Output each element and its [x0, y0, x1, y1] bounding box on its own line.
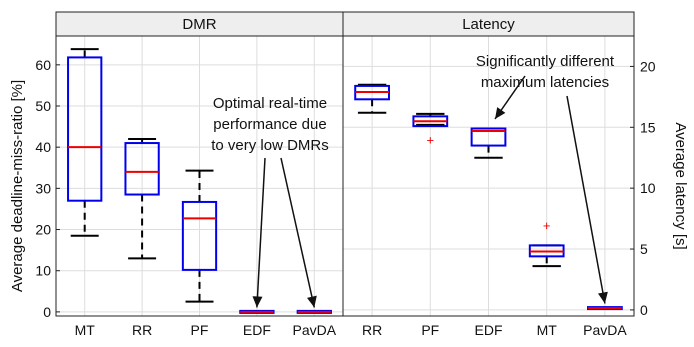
annotation-arrowhead-1-1	[598, 291, 608, 304]
panel-title-1: Latency	[462, 16, 515, 33]
x-tick-label-0-4: PavDA	[293, 322, 337, 338]
y-tick-label-0-1: 10	[35, 263, 51, 279]
annotation-arrowhead-0-0	[252, 296, 263, 308]
x-tick-label-0-0: MT	[75, 322, 96, 338]
x-tick-label-1-4: PavDA	[583, 322, 627, 338]
annotation-line-1-1: maximum latencies	[481, 74, 609, 91]
x-tick-label-0-2: PF	[191, 322, 209, 338]
y-tick-label-1-0: 0	[640, 302, 648, 318]
panel-header-1	[342, 11, 635, 37]
y-tick-label-0-6: 60	[35, 57, 51, 73]
box-0-1	[124, 142, 160, 196]
annotation-arrowhead-0-1	[307, 295, 317, 308]
annotation-arrowhead-1-0	[495, 107, 506, 119]
panel-title-0: DMR	[182, 16, 216, 33]
x-tick-label-1-0: RR	[362, 322, 382, 338]
outlier-1-3-0: +	[543, 218, 551, 233]
annotation-line-0-2: to very low DMRs	[211, 137, 329, 154]
y-axis-label-1: Average latency [s]	[672, 122, 689, 249]
box-0-2	[181, 200, 218, 271]
panel-header-0	[55, 11, 344, 37]
x-tick-label-0-1: RR	[132, 322, 152, 338]
y-axis-label-0: Average deadline-miss-ratio [%]	[9, 80, 26, 292]
y-tick-label-0-4: 40	[35, 139, 51, 155]
y-tick-label-1-4: 20	[640, 58, 656, 74]
x-tick-label-0-3: EDF	[243, 322, 271, 338]
panel-frame-1	[342, 35, 635, 317]
y-tick-label-0-5: 50	[35, 98, 51, 114]
box-0-0	[67, 56, 103, 202]
x-tick-label-1-1: PF	[421, 322, 439, 338]
y-tick-label-0-2: 20	[35, 222, 51, 238]
y-tick-label-1-1: 5	[640, 241, 648, 257]
annotation-line-0-0: Optimal real-time	[213, 95, 327, 112]
y-tick-label-1-3: 15	[640, 119, 656, 135]
annotation-line-0-1: performance due	[213, 116, 326, 133]
annotation-arrow-0-0	[256, 157, 266, 308]
y-tick-label-0-3: 30	[35, 180, 51, 196]
annotation-arrow-1-1	[566, 95, 606, 304]
annotation-arrow-0-1	[280, 157, 316, 308]
box-1-2	[470, 127, 507, 147]
x-tick-label-1-2: EDF	[475, 322, 503, 338]
y-tick-label-1-2: 10	[640, 180, 656, 196]
x-tick-label-1-3: MT	[537, 322, 558, 338]
outlier-1-1-0: +	[427, 133, 435, 148]
y-tick-label-0-0: 0	[43, 304, 51, 320]
annotation-line-1-0: Significantly different	[476, 53, 615, 70]
